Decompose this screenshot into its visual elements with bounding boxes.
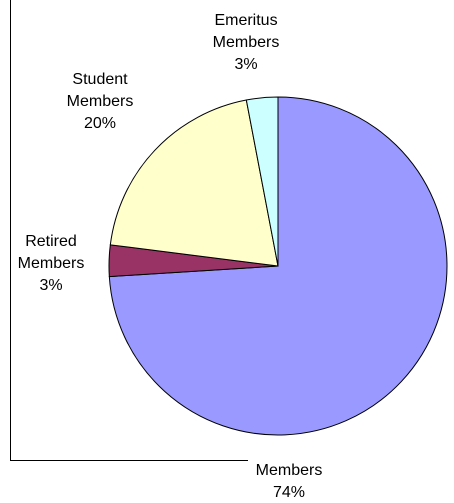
data-label-line: Members <box>18 255 85 272</box>
data-label-line: Members <box>256 462 323 479</box>
data-label-student-members: Student Members 20% <box>67 71 134 132</box>
data-label-percent: 20% <box>84 115 116 132</box>
pie-slice-emeritus-members <box>245 96 279 267</box>
pie-labels: Members 74% Retired Members 3% Student Members… <box>18 12 323 501</box>
pie-slices <box>108 96 448 436</box>
pie-slice-student-members <box>109 99 279 267</box>
data-label-line: Emeritus <box>214 12 277 29</box>
data-label-percent: 74% <box>273 484 305 501</box>
data-label-emeritus-members: Emeritus Members 3% <box>213 12 280 73</box>
data-label-line: Members <box>213 34 280 51</box>
data-label-members: Members 74% <box>256 462 323 501</box>
data-label-percent: 3% <box>39 277 62 294</box>
data-label-line: Student <box>72 71 128 88</box>
data-label-line: Retired <box>25 233 77 250</box>
data-label-line: Members <box>67 93 134 110</box>
data-label-retired-members: Retired Members 3% <box>18 233 85 294</box>
data-label-percent: 3% <box>234 56 257 73</box>
